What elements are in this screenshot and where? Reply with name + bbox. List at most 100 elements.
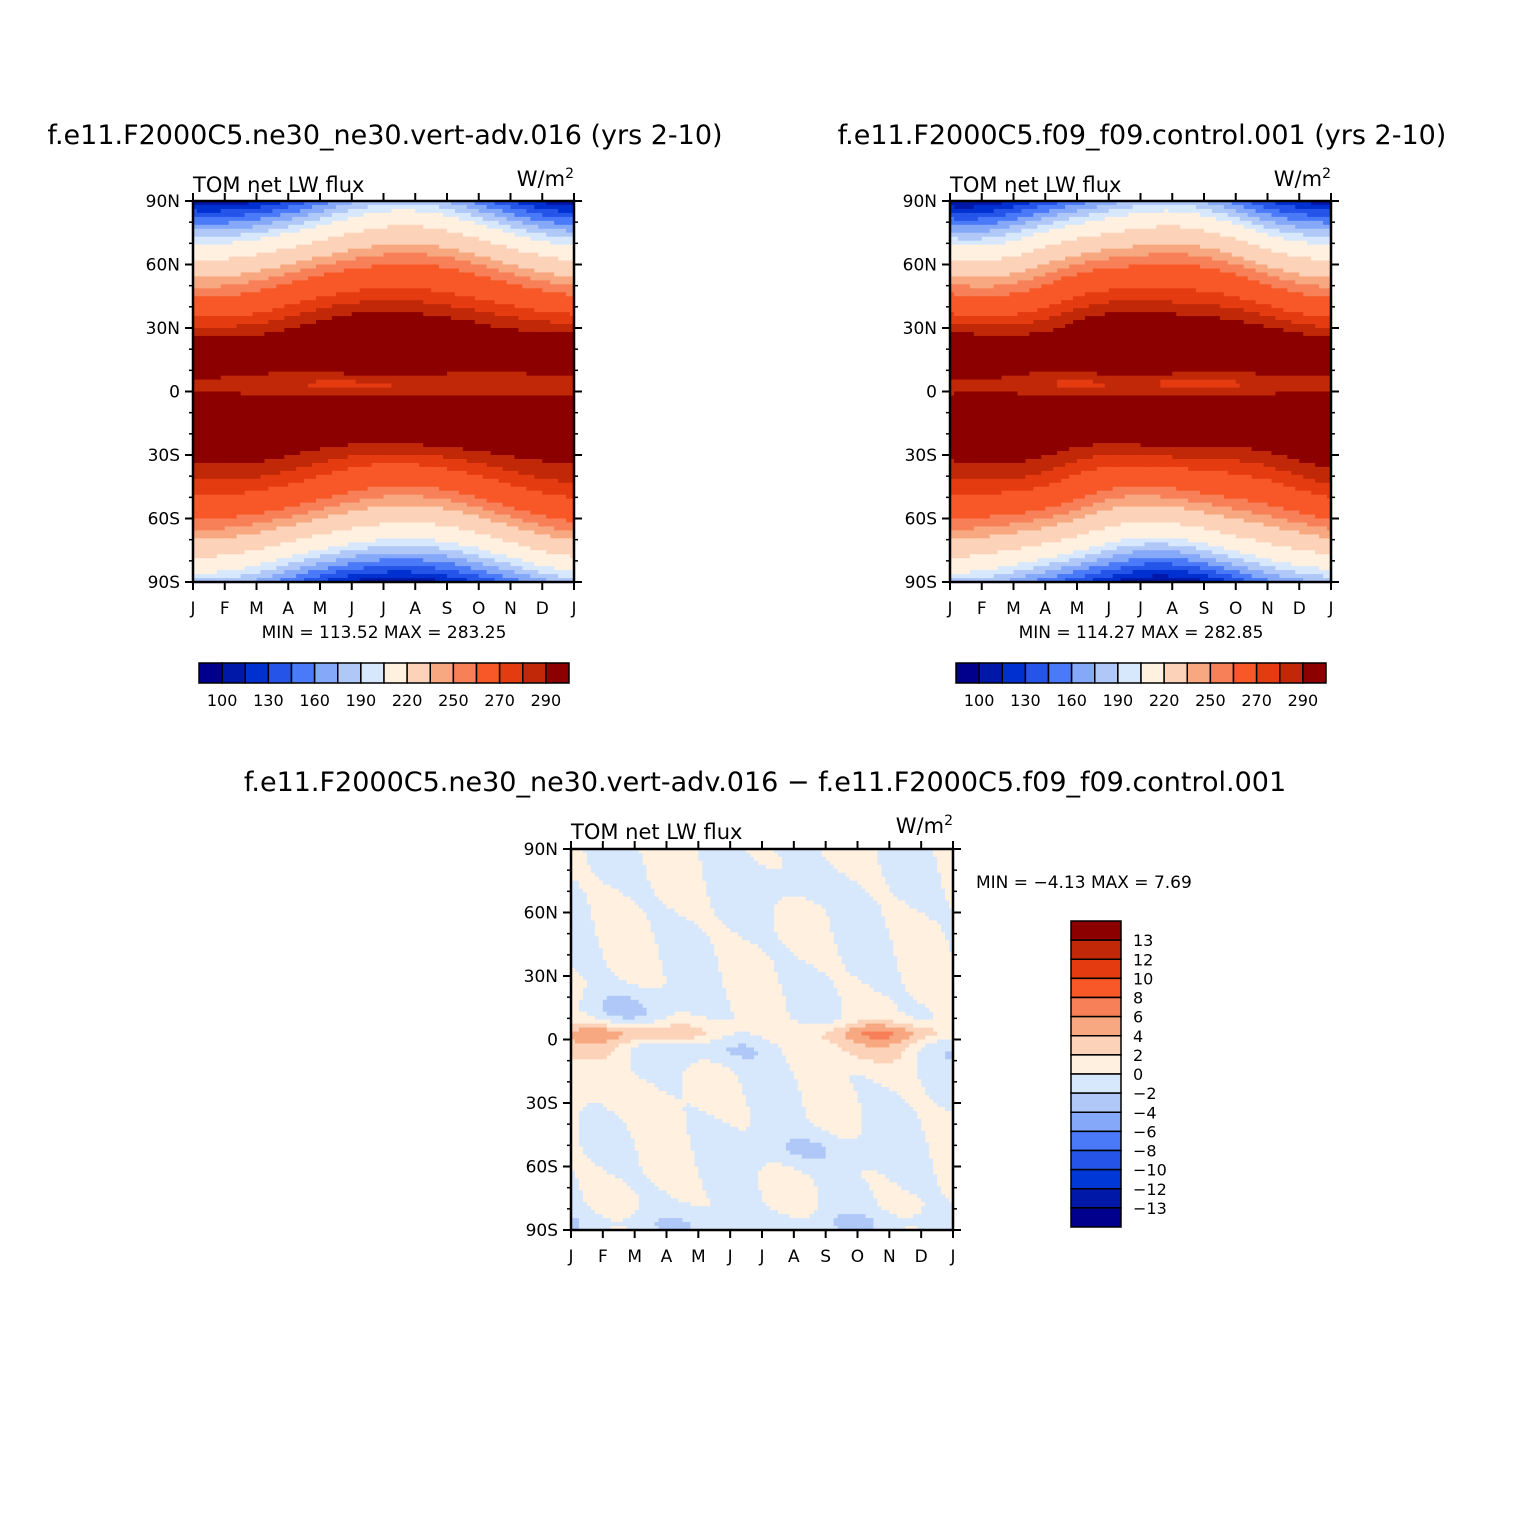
field-cell [367, 216, 373, 222]
field-cell [367, 252, 373, 258]
field-cell [292, 224, 297, 230]
field-cell [478, 403, 484, 408]
field-cell [443, 288, 448, 293]
field-cell [387, 375, 393, 381]
field-cell [514, 284, 520, 289]
field-cell [538, 399, 543, 405]
field-cell [387, 343, 393, 349]
field-cell [304, 224, 309, 230]
field-cell [371, 272, 377, 278]
field-cell [474, 355, 480, 361]
field-cell [462, 391, 468, 397]
field-cell [232, 252, 238, 258]
field-cell [522, 216, 527, 222]
field-cell [443, 276, 448, 281]
field-cell [359, 403, 365, 408]
field-cell [367, 359, 373, 365]
field-cell [510, 379, 516, 385]
field-cell [399, 324, 404, 329]
field-cell [454, 256, 460, 262]
field-cell [367, 232, 373, 238]
field-cell [300, 232, 305, 238]
field-cell [506, 224, 512, 230]
field-cell [308, 216, 313, 222]
field-cell [494, 339, 500, 345]
field-cell [367, 220, 373, 226]
field-cell [490, 284, 496, 289]
field-cell [490, 292, 496, 297]
field-cell [212, 359, 218, 365]
field-cell [450, 308, 456, 313]
field-cell [439, 220, 444, 226]
field-cell [474, 220, 480, 226]
field-cell [546, 296, 551, 301]
field-cell [443, 316, 448, 321]
field-cell [530, 363, 535, 369]
field-cell [335, 387, 341, 393]
field-cell [363, 363, 369, 369]
field-cell [447, 363, 452, 369]
field-cell [260, 391, 266, 397]
field-cell [470, 320, 476, 325]
field-cell [534, 320, 539, 325]
field-cell [403, 351, 408, 357]
field-cell [193, 331, 198, 337]
field-cell [256, 375, 262, 381]
field-cell [276, 224, 281, 230]
field-cell [232, 284, 238, 289]
field-cell [264, 272, 270, 278]
field-cell [443, 379, 448, 385]
field-cell [482, 232, 488, 238]
field-cell [323, 355, 329, 361]
field-cell [244, 351, 250, 357]
field-cell [284, 347, 289, 353]
field-cell [502, 304, 508, 309]
field-cell [538, 351, 543, 357]
field-cell [566, 351, 571, 357]
field-cell [431, 308, 436, 313]
field-cell [308, 204, 313, 210]
field-cell [339, 292, 345, 297]
field-cell [284, 312, 289, 317]
field-cell [411, 204, 416, 210]
field-cell [343, 347, 349, 353]
field-cell [272, 260, 277, 266]
field-cell [427, 316, 432, 321]
field-cell [558, 280, 563, 285]
field-cell [284, 256, 289, 262]
field-cell [363, 304, 369, 309]
field-cell [248, 208, 254, 214]
field-cell [419, 220, 424, 226]
field-cell [244, 387, 250, 393]
field-cell [494, 248, 500, 254]
field-cell [518, 224, 524, 230]
field-cell [312, 379, 317, 385]
field-cell [193, 304, 198, 309]
field-cell [526, 264, 531, 270]
field-cell [232, 208, 238, 214]
field-cell [466, 324, 472, 329]
field-cell [530, 204, 535, 210]
field-cell [371, 343, 377, 349]
field-cell [391, 201, 397, 206]
field-cell [308, 268, 313, 274]
field-cell [486, 375, 492, 381]
field-cell [450, 280, 456, 285]
field-cell [335, 224, 341, 230]
field-cell [347, 300, 353, 305]
field-cell [228, 395, 234, 401]
field-cell [486, 236, 492, 242]
field-cell [510, 240, 516, 246]
field-cell [272, 300, 277, 305]
field-cell [506, 335, 512, 341]
field-cell [347, 371, 353, 377]
field-cell [196, 407, 202, 412]
field-cell [343, 355, 349, 361]
field-cell [486, 276, 492, 281]
field-cell [550, 296, 555, 301]
field-cell [454, 296, 460, 301]
field-cell [439, 395, 444, 401]
field-cell [407, 324, 412, 329]
field-cell [435, 284, 440, 289]
field-cell [570, 320, 575, 325]
